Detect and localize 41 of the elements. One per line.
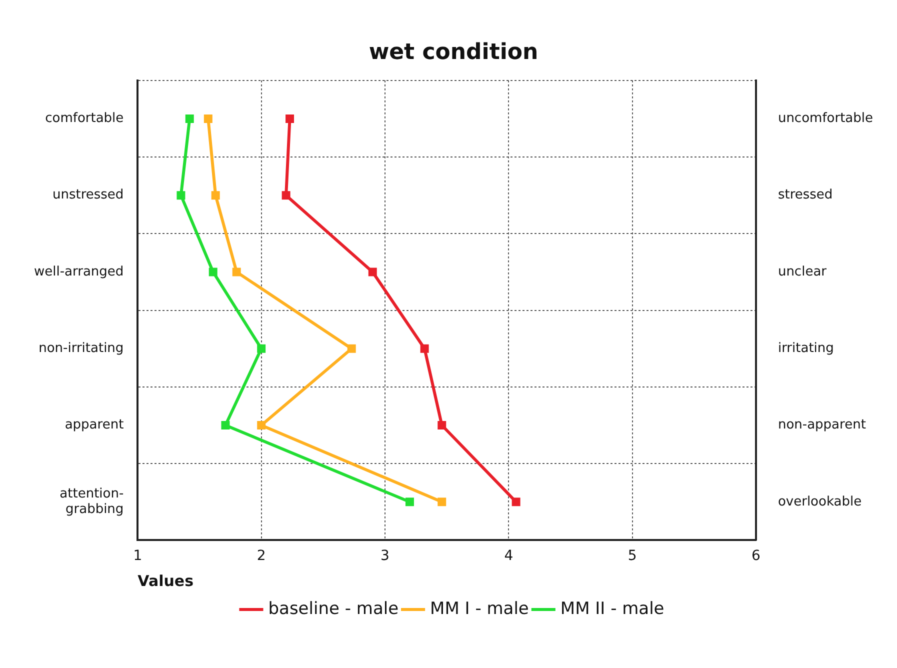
x-tick-label: 1 bbox=[133, 548, 142, 564]
point bbox=[221, 421, 230, 430]
point bbox=[211, 191, 220, 200]
y2-tick-label: non-apparent bbox=[778, 418, 866, 433]
point bbox=[438, 421, 446, 430]
point bbox=[347, 344, 356, 353]
point bbox=[438, 498, 446, 506]
point bbox=[405, 498, 414, 506]
legend-label: MM I - male bbox=[430, 598, 529, 619]
x-tick-label: 2 bbox=[256, 548, 266, 564]
point bbox=[420, 344, 429, 353]
point bbox=[282, 191, 290, 200]
point bbox=[286, 114, 294, 123]
point bbox=[232, 268, 241, 276]
legend-label: baseline - male bbox=[268, 598, 399, 619]
x-tick-label: 5 bbox=[628, 548, 637, 564]
y-tick-label: apparent bbox=[64, 418, 124, 433]
y-tick-label: attention-grabbing bbox=[60, 486, 124, 518]
point bbox=[368, 268, 377, 276]
x-tick-label: 4 bbox=[504, 548, 514, 564]
point bbox=[185, 114, 194, 123]
y-tick-label: non-irritating bbox=[38, 340, 124, 356]
y-tick-label: comfortable bbox=[45, 111, 124, 126]
point bbox=[176, 191, 186, 200]
point bbox=[257, 421, 266, 430]
point bbox=[204, 114, 212, 123]
y2-tick-label: stressed bbox=[778, 188, 833, 203]
point bbox=[208, 268, 218, 276]
legend-label: MM II - male bbox=[560, 598, 664, 619]
y2-tick-label: irritating bbox=[778, 340, 834, 356]
y-tick-label: well-arranged bbox=[34, 264, 124, 280]
point bbox=[512, 498, 520, 506]
y2-tick-label: uncomfortable bbox=[778, 111, 874, 126]
y2-tick-label: unclear bbox=[778, 264, 828, 280]
x-axis-title: Values bbox=[138, 572, 194, 590]
x-tick-label: 6 bbox=[751, 548, 760, 564]
y-tick-label: unstressed bbox=[52, 188, 124, 203]
chart-title: wet condition bbox=[368, 40, 538, 65]
x-tick-label: 3 bbox=[380, 548, 390, 564]
point bbox=[257, 344, 266, 353]
y2-tick-label: overlookable bbox=[778, 494, 862, 510]
